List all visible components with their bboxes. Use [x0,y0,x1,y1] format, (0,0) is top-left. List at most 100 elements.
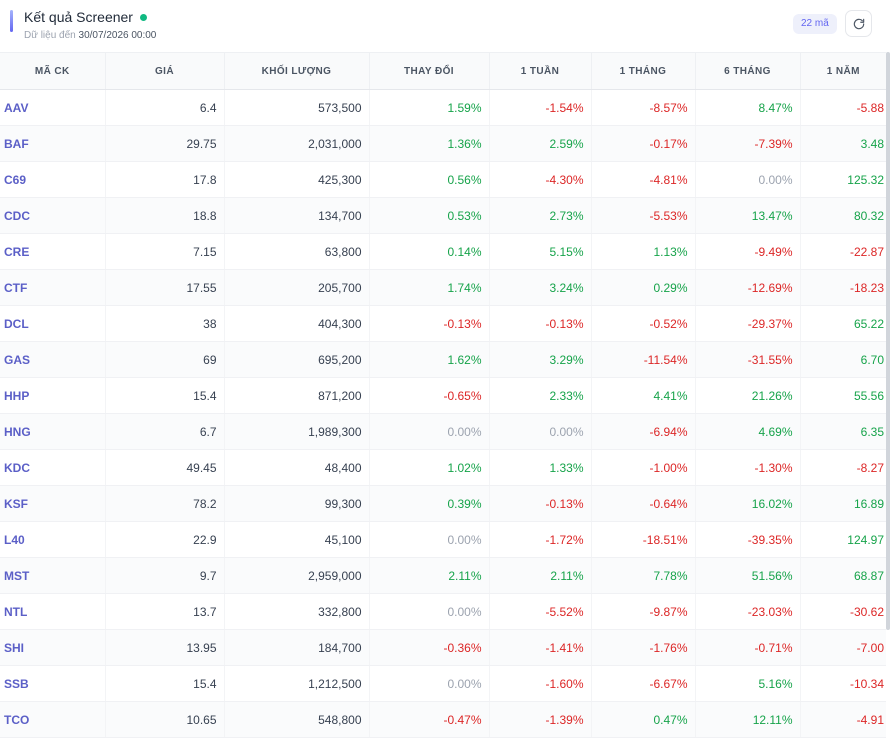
change-cell: -1.60% [489,665,592,702]
column-header[interactable]: GIÁ [105,52,225,90]
volume-cell: 63,800 [224,233,370,270]
result-count-badge: 22 mã [793,14,837,34]
change-cell: -30.62 [800,593,886,630]
table-row[interactable]: CDC 18.8 134,700 0.53% 2.73% -5.53% 13.47% 80.3… [0,197,886,234]
table-row[interactable]: HNG 6.7 1,989,300 0.00% 0.00% -6.94% 4.69% 6.35 [0,413,886,450]
ticker-link[interactable]: TCO [0,701,106,738]
change-cell: -9.49% [695,233,801,270]
table-row[interactable]: NTL 13.7 332,800 0.00% -5.52% -9.87% -23.03% -3… [0,593,886,630]
volume-cell: 205,700 [224,269,370,306]
table-row[interactable]: TCO 10.65 548,800 -0.47% -1.39% 0.47% 12.11% -4… [0,701,886,738]
ticker-link[interactable]: CDC [0,197,106,234]
ticker-link[interactable]: HNG [0,413,106,450]
change-cell: -5.53% [591,197,696,234]
table-row[interactable]: CRE 7.15 63,800 0.14% 5.15% 1.13% -9.49% -22.87 [0,233,886,270]
ticker-link[interactable]: L40 [0,521,106,558]
change-cell: 124.97 [800,521,886,558]
table-row[interactable]: AAV 6.4 573,500 1.59% -1.54% -8.57% 8.47% -5.88 [0,89,886,126]
change-cell: 7.78% [591,557,696,594]
column-header[interactable]: 1 THÁNG [591,52,696,90]
ticker-link[interactable]: BAF [0,125,106,162]
column-header[interactable]: 6 THÁNG [695,52,801,90]
change-cell: -0.71% [695,629,801,666]
volume-cell: 404,300 [224,305,370,342]
table-header-row: MÃ CK GIÁ KHỐI LƯỢNG THAY ĐỔI 1 TUẦN 1 THÁNG 6… [0,52,886,90]
change-cell: -0.64% [591,485,696,522]
table-row[interactable]: KSF 78.2 99,300 0.39% -0.13% -0.64% 16.02% 16.8… [0,485,886,522]
change-cell: -0.65% [369,377,490,414]
ticker-link[interactable]: KDC [0,449,106,486]
change-cell: 2.11% [489,557,592,594]
table-row[interactable]: DCL 38 404,300 -0.13% -0.13% -0.52% -29.37% 65.… [0,305,886,342]
vertical-scrollbar[interactable] [886,52,890,630]
change-cell: -5.88 [800,89,886,126]
table-row[interactable]: C69 17.8 425,300 0.56% -4.30% -4.81% 0.00% 125.… [0,161,886,198]
price-cell: 15.4 [105,665,225,702]
change-cell: -0.36% [369,629,490,666]
ticker-link[interactable]: CTF [0,269,106,306]
change-cell: 68.87 [800,557,886,594]
table-row[interactable]: KDC 49.45 48,400 1.02% 1.33% -1.00% -1.30% -8.2… [0,449,886,486]
column-header[interactable]: THAY ĐỔI [369,52,490,90]
results-table-container[interactable]: MÃ CK GIÁ KHỐI LƯỢNG THAY ĐỔI 1 TUẦN 1 THÁNG 6… [0,52,886,746]
change-cell: -1.54% [489,89,592,126]
change-cell: 6.70 [800,341,886,378]
table-row[interactable]: SHI 13.95 184,700 -0.36% -1.41% -1.76% -0.71% -… [0,629,886,666]
price-cell: 78.2 [105,485,225,522]
ticker-link[interactable]: CRE [0,233,106,270]
change-cell: -12.69% [695,269,801,306]
change-cell: 1.13% [591,233,696,270]
table-row[interactable]: BAF 29.75 2,031,000 1.36% 2.59% -0.17% -7.39% 3… [0,125,886,162]
volume-cell: 48,400 [224,449,370,486]
table-row[interactable]: L40 22.9 45,100 0.00% -1.72% -18.51% -39.35% 12… [0,521,886,558]
change-cell: 80.32 [800,197,886,234]
ticker-link[interactable]: C69 [0,161,106,198]
price-cell: 15.4 [105,377,225,414]
change-cell: -6.67% [591,665,696,702]
column-header[interactable]: 1 NĂM [800,52,886,90]
price-cell: 17.55 [105,269,225,306]
refresh-icon [853,18,864,29]
change-cell: 2.73% [489,197,592,234]
table-row[interactable]: GAS 69 695,200 1.62% 3.29% -11.54% -31.55% 6.70 [0,341,886,378]
price-cell: 6.4 [105,89,225,126]
ticker-link[interactable]: SSB [0,665,106,702]
volume-cell: 99,300 [224,485,370,522]
change-cell: -11.54% [591,341,696,378]
column-header[interactable]: 1 TUẦN [489,52,592,90]
change-cell: 55.56 [800,377,886,414]
table-row[interactable]: MST 9.7 2,959,000 2.11% 2.11% 7.78% 51.56% 68.8… [0,557,886,594]
title-row: Kết quả Screener [24,9,147,25]
table-row[interactable]: HHP 15.4 871,200 -0.65% 2.33% 4.41% 21.26% 55.5… [0,377,886,414]
ticker-link[interactable]: KSF [0,485,106,522]
change-cell: -29.37% [695,305,801,342]
change-cell: 3.29% [489,341,592,378]
change-cell: 1.36% [369,125,490,162]
change-cell: -4.91 [800,701,886,738]
change-cell: 0.00% [489,413,592,450]
change-cell: 0.00% [695,161,801,198]
change-cell: -7.39% [695,125,801,162]
change-cell: 0.53% [369,197,490,234]
change-cell: -22.87 [800,233,886,270]
ticker-link[interactable]: HHP [0,377,106,414]
change-cell: -7.00 [800,629,886,666]
change-cell: -0.13% [489,485,592,522]
ticker-link[interactable]: AAV [0,89,106,126]
ticker-link[interactable]: SHI [0,629,106,666]
column-header[interactable]: KHỐI LƯỢNG [224,52,370,90]
timestamp-label: Dữ liệu đến [24,30,76,41]
table-row[interactable]: SSB 15.4 1,212,500 0.00% -1.60% -6.67% 5.16% -1… [0,665,886,702]
ticker-link[interactable]: GAS [0,341,106,378]
title-accent-bar [10,10,13,32]
ticker-link[interactable]: MST [0,557,106,594]
ticker-link[interactable]: NTL [0,593,106,630]
change-cell: 1.02% [369,449,490,486]
ticker-link[interactable]: DCL [0,305,106,342]
price-cell: 6.7 [105,413,225,450]
change-cell: -0.17% [591,125,696,162]
refresh-button[interactable] [845,10,872,37]
column-header[interactable]: MÃ CK [0,52,106,90]
change-cell: 1.74% [369,269,490,306]
table-row[interactable]: CTF 17.55 205,700 1.74% 3.24% 0.29% -12.69% -18… [0,269,886,306]
